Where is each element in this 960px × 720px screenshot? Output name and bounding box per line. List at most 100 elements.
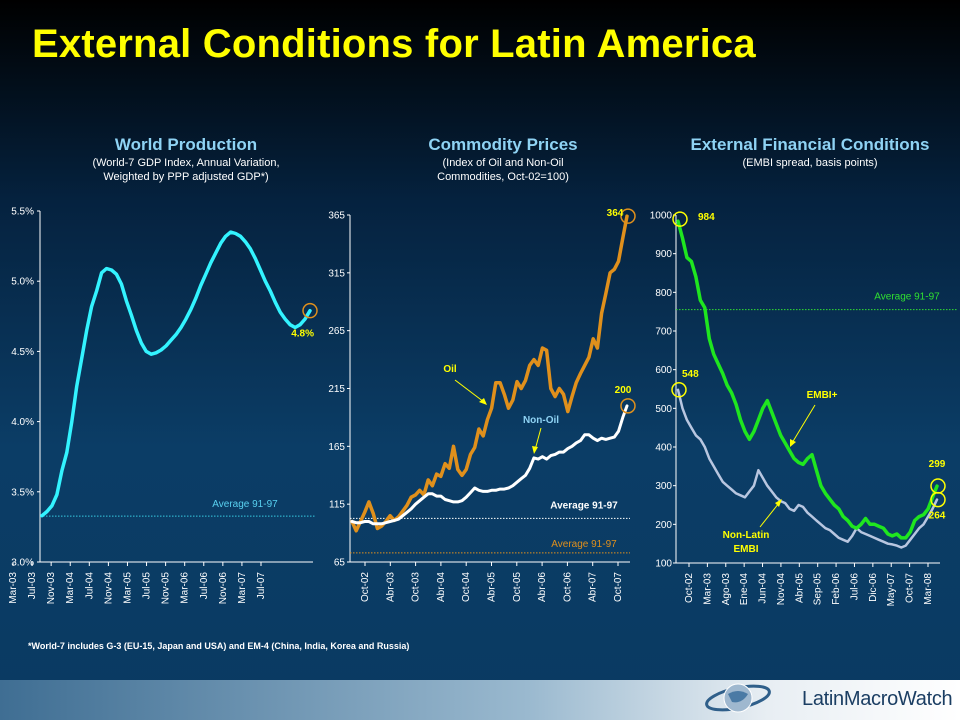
y-tick-label: 5.0% [11, 277, 34, 288]
x-tick-label: Abr-05 [487, 572, 498, 602]
average-label-oil: Average 91-97 [551, 539, 617, 550]
non-latin-embi-line [676, 388, 939, 549]
x-tick-label: Nov-03 [46, 572, 57, 605]
non-latin-arrowhead [775, 499, 782, 507]
chart-subtitle: (EMBI spread, basis points) [742, 157, 877, 169]
x-tick-label: Nov-04 [776, 573, 787, 606]
x-tick-label: Mar-06 [180, 572, 191, 604]
non-latin-end-label: 264 [929, 511, 946, 522]
x-tick-label: Jun-04 [758, 573, 769, 604]
y-tick-label: 65 [334, 558, 346, 569]
x-tick-label: Ene-04 [739, 573, 750, 606]
average-label: Average 91-97 [212, 499, 278, 510]
y-tick-label: 500 [655, 404, 672, 415]
average-label-nonoil: Average 91-97 [550, 500, 618, 511]
x-tick-label: Abr-07 [588, 572, 599, 602]
x-tick-label: Nov-05 [161, 572, 172, 605]
chart-subtitle: Commodities, Oct-02=100) [437, 171, 569, 183]
y-tick-label: 400 [655, 443, 672, 454]
x-tick-label: Jul-07 [256, 572, 267, 600]
x-tick-label: Oct-05 [512, 572, 523, 602]
y-tick-label: 5.5% [11, 207, 34, 218]
oil-end-label: 364 [607, 208, 624, 219]
x-tick-label: Mar-03 [8, 572, 19, 604]
x-tick-label: Oct-07 [613, 572, 624, 602]
oil-annotation: Oil [443, 364, 457, 375]
oil-annotation-arrowhead [479, 398, 487, 405]
y-tick-label: 4.0% [11, 417, 34, 428]
y-tick-label: 600 [655, 365, 672, 376]
latinmacrowatch-logo: LatinMacroWatch [690, 676, 953, 720]
x-tick-label: Mar-08 [923, 573, 934, 605]
logo-text: LatinMacroWatch [802, 688, 953, 710]
y-tick-label: 3.0% [11, 558, 34, 569]
oil-end-circle [620, 208, 636, 224]
y-tick-label: 215 [328, 384, 345, 395]
x-tick-label: Jul-06 [849, 573, 860, 601]
x-tick-label: Jul-05 [142, 572, 153, 600]
y-tick-label: 200 [655, 520, 672, 531]
y-tick-label: 300 [655, 481, 672, 492]
x-tick-label: Mar-04 [65, 572, 76, 604]
x-tick-label: Abr-04 [436, 572, 447, 602]
chart-subtitle: (Index of Oil and Non-Oil [442, 157, 563, 169]
x-tick-label: Feb-06 [831, 573, 842, 605]
y-tick-label: 100 [655, 559, 672, 570]
x-tick-label: Abr-05 [794, 573, 805, 603]
x-tick-label: Oct-06 [562, 572, 573, 602]
bottom-band [0, 680, 960, 720]
x-tick-label: Mar-05 [122, 572, 133, 604]
end-value-circle [302, 302, 318, 319]
embi-end-label: 299 [929, 459, 946, 470]
non-latin-start-label: 548 [682, 369, 699, 380]
x-tick-label: Oct-03 [411, 572, 422, 602]
y-tick-label: 700 [655, 327, 672, 338]
x-tick-label: Nov-04 [103, 572, 114, 605]
x-tick-label: Oct-02 [360, 572, 371, 602]
embi-plus-annotation: EMBI+ [807, 390, 838, 401]
embi-plus-line [676, 219, 939, 540]
end-value-label: 4.8% [291, 329, 314, 340]
average-label: Average 91-97 [874, 292, 940, 303]
x-tick-label: Dic-06 [868, 573, 879, 602]
nonoil-series-line [350, 404, 629, 526]
x-tick-label: Abr-06 [537, 572, 548, 602]
non-latin-annotation-2: EMBI [734, 544, 759, 555]
y-tick-label: 1000 [650, 211, 673, 222]
x-tick-label: Oct-04 [461, 572, 472, 602]
y-tick-label: 3.5% [11, 487, 34, 498]
x-tick-label: Jul-06 [199, 572, 210, 600]
charts-canvas: World Production (World-7 GDP Index, Annu… [8, 135, 958, 607]
y-tick-label: 165 [328, 442, 345, 453]
x-tick-label: Jul-04 [84, 572, 95, 600]
embi-start-circle [672, 211, 688, 227]
x-tick-label: Abr-03 [385, 572, 396, 602]
nonoil-end-circle [620, 398, 636, 414]
world-production-line [40, 230, 312, 518]
x-tick-label: Mar-07 [237, 572, 248, 604]
embi-plus-arrowhead [790, 439, 796, 447]
non-latin-start-circle [671, 382, 687, 398]
x-tick-label: Nov-06 [218, 572, 229, 605]
y-tick-label: 900 [655, 249, 672, 260]
x-tick-label: Mar-03 [702, 573, 713, 605]
nonoil-annotation: Non-Oil [523, 415, 559, 426]
oil-annotation-arrow [454, 379, 485, 403]
y-tick-label: 800 [655, 288, 672, 299]
x-tick-label: Oct-07 [905, 573, 916, 603]
embi-plus-arrow [791, 404, 816, 444]
x-tick-label: May-07 [886, 573, 897, 607]
oil-series-line [350, 214, 629, 533]
embi-start-label: 984 [698, 212, 715, 223]
non-latin-end-circle [930, 491, 946, 508]
x-tick-label: Sep-05 [813, 573, 824, 606]
nonoil-annotation-arrowhead [532, 446, 538, 454]
chart-subtitle: Weighted by PPP adjusted GDP*) [103, 171, 268, 183]
footnote: *World-7 includes G-3 (EU-15, Japan and … [28, 641, 410, 651]
y-tick-label: 4.5% [11, 347, 34, 358]
nonoil-annotation-arrow [534, 427, 542, 451]
x-tick-label: Jul-03 [27, 572, 38, 600]
y-tick-label: 315 [328, 268, 345, 279]
y-tick-label: 115 [329, 500, 345, 511]
non-latin-annotation-1: Non-Latin [723, 530, 770, 541]
